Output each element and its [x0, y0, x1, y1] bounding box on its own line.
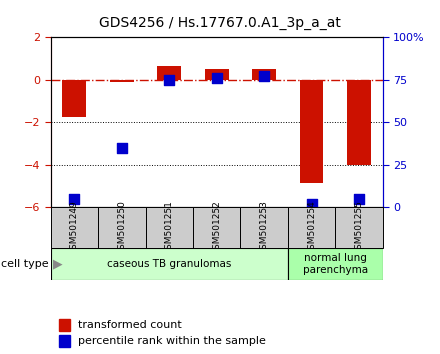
- Bar: [51, 207, 98, 248]
- Bar: [252, 69, 276, 80]
- Text: GSM501255: GSM501255: [355, 200, 363, 255]
- Text: ▶: ▶: [53, 257, 62, 270]
- Bar: [288, 207, 335, 248]
- Point: [71, 196, 78, 201]
- Point: [118, 145, 125, 150]
- Text: GSM501254: GSM501254: [307, 200, 316, 255]
- Point: [356, 196, 363, 201]
- Text: GSM501252: GSM501252: [212, 200, 221, 255]
- Bar: [193, 207, 240, 248]
- Text: percentile rank within the sample: percentile rank within the sample: [78, 336, 265, 346]
- Point: [166, 77, 173, 82]
- Text: GSM501253: GSM501253: [260, 200, 269, 255]
- Text: GSM501251: GSM501251: [165, 200, 174, 255]
- Text: cell type: cell type: [1, 259, 48, 269]
- Bar: [158, 67, 181, 80]
- Text: GSM501249: GSM501249: [70, 200, 79, 255]
- Bar: [288, 248, 383, 280]
- Bar: [59, 335, 70, 347]
- Bar: [347, 80, 371, 165]
- Bar: [335, 207, 383, 248]
- Bar: [240, 207, 288, 248]
- Point: [260, 73, 268, 79]
- Bar: [110, 80, 134, 82]
- Bar: [205, 69, 228, 80]
- Text: GSM501250: GSM501250: [117, 200, 126, 255]
- Text: caseous TB granulomas: caseous TB granulomas: [107, 259, 231, 269]
- Bar: [59, 319, 70, 331]
- Bar: [146, 207, 193, 248]
- Bar: [51, 248, 288, 280]
- Bar: [98, 207, 146, 248]
- Point: [213, 75, 220, 81]
- Bar: [62, 80, 86, 117]
- Text: normal lung
parenchyma: normal lung parenchyma: [303, 253, 368, 275]
- Bar: [300, 80, 323, 183]
- Text: GDS4256 / Hs.17767.0.A1_3p_a_at: GDS4256 / Hs.17767.0.A1_3p_a_at: [99, 16, 341, 30]
- Text: transformed count: transformed count: [78, 320, 181, 330]
- Point: [308, 201, 315, 206]
